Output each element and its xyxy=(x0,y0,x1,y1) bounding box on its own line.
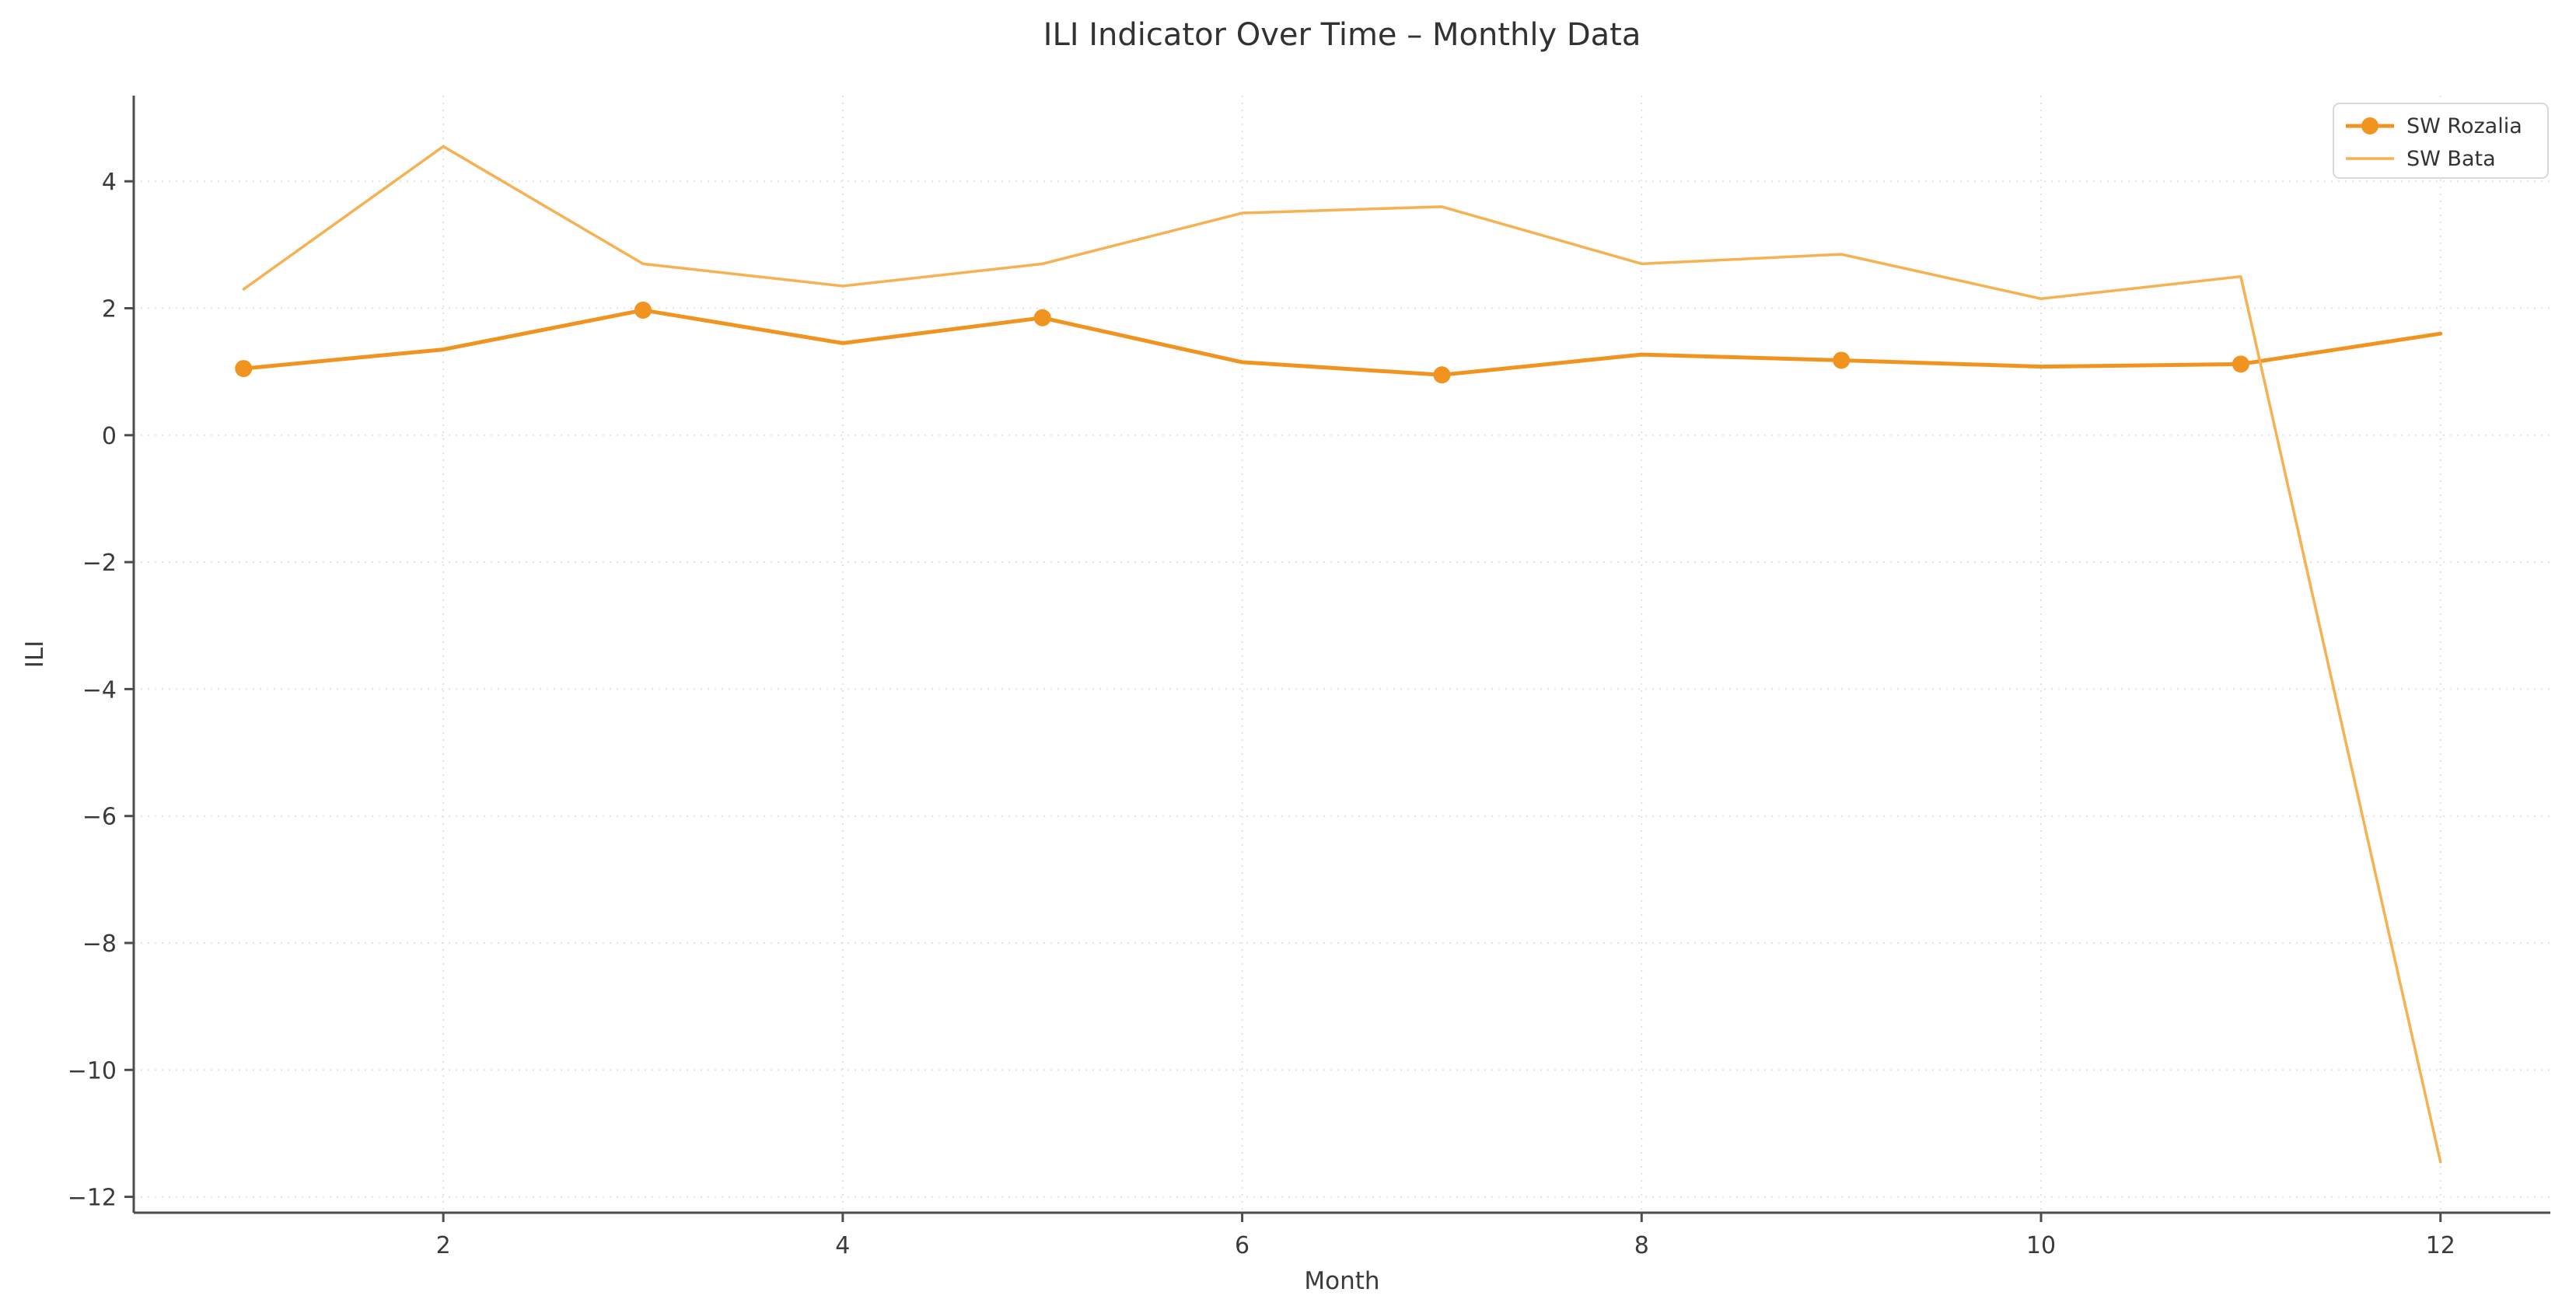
series-line-sw-rozalia xyxy=(241,308,2443,377)
data-point-marker xyxy=(1833,351,1851,369)
y-axis-label: ILI xyxy=(21,641,49,669)
tick-labels: 4 2 0 −2 −4 −6 −8 −10 −12 2 4 6 8 10 12 xyxy=(68,169,2455,1259)
axes: 4 2 0 −2 −4 −6 −8 −10 −12 2 4 6 8 10 12 xyxy=(68,96,2550,1259)
chart-title: ILI Indicator Over Time – Monthly Data xyxy=(1043,17,1641,53)
gridlines xyxy=(134,96,2550,1213)
series-lines xyxy=(235,145,2443,1164)
legend-label-bata: SW Bata xyxy=(2406,147,2496,171)
data-point-marker xyxy=(1033,309,1051,326)
x-tick-label: 4 xyxy=(835,1232,850,1259)
x-axis-label: Month xyxy=(1304,1267,1379,1295)
y-tick-label: 4 xyxy=(102,169,117,196)
legend-label-rozalia: SW Rozalia xyxy=(2406,114,2522,138)
data-point-marker xyxy=(634,301,652,319)
tick-marks xyxy=(124,180,2442,1222)
x-tick-label: 10 xyxy=(2026,1232,2056,1259)
data-point-marker xyxy=(2232,355,2249,373)
legend-item-sw-bata: SW Bata xyxy=(2346,147,2496,171)
y-tick-label: −12 xyxy=(68,1185,117,1212)
legend-item-sw-rozalia: SW Rozalia xyxy=(2346,114,2522,138)
x-tick-label: 6 xyxy=(1235,1232,1250,1259)
x-tick-label: 12 xyxy=(2426,1232,2455,1259)
x-tick-label: 2 xyxy=(436,1232,451,1259)
data-point-marker xyxy=(235,360,253,378)
y-tick-label: 2 xyxy=(102,296,117,323)
series-line-sw-bata xyxy=(242,145,2442,1164)
data-point-marker xyxy=(1433,366,1451,384)
y-tick-label: −8 xyxy=(82,931,117,958)
y-tick-label: −2 xyxy=(82,550,117,577)
legend-marker-dot xyxy=(2361,117,2379,134)
y-tick-label: 0 xyxy=(102,423,117,450)
x-tick-label: 8 xyxy=(1634,1232,1649,1259)
legend: SW Rozalia SW Bata xyxy=(2333,103,2549,179)
y-tick-label: −6 xyxy=(82,804,117,831)
y-tick-label: −4 xyxy=(82,676,117,704)
y-tick-label: −10 xyxy=(68,1057,117,1084)
